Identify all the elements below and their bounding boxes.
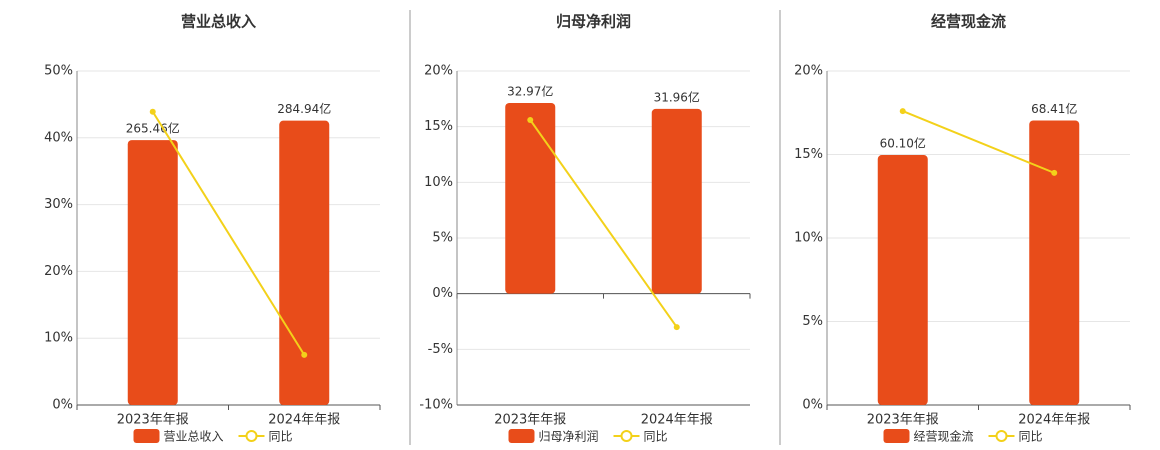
y-tick-label: 10% xyxy=(44,331,73,346)
y-tick-label: 20% xyxy=(794,64,823,79)
legend-label: 经营现金流 xyxy=(914,429,974,444)
y-tick-label: 0% xyxy=(432,286,453,301)
legend-marker xyxy=(245,430,258,442)
line xyxy=(529,119,678,328)
legend-label: 营业总收入 xyxy=(164,430,224,444)
value-label: 284.94亿 xyxy=(277,101,331,116)
y-tick-label: -5% xyxy=(428,342,453,357)
x-tick-label: 2024年年报 xyxy=(268,413,340,428)
x-tick-label: 2024年年报 xyxy=(641,413,713,428)
point xyxy=(1051,169,1058,176)
bar xyxy=(1029,120,1080,405)
y-tick-label: 20% xyxy=(44,264,73,279)
y-tick-label: 15% xyxy=(794,147,823,162)
line xyxy=(902,110,1055,174)
x-tick-label: 2023年年报 xyxy=(117,413,189,428)
chart-title: 营业总收入 xyxy=(181,13,256,31)
y-tick-label: 10% xyxy=(794,231,823,246)
point xyxy=(899,108,906,115)
y-tick-label: 10% xyxy=(424,175,453,190)
y-tick-label: 0% xyxy=(802,398,823,413)
value-label: 31.96亿 xyxy=(654,89,700,104)
value-label: 60.10亿 xyxy=(880,136,926,151)
point xyxy=(527,116,534,123)
point xyxy=(673,324,680,331)
y-tick-label: -10% xyxy=(419,398,453,413)
point xyxy=(149,108,156,115)
legend-marker xyxy=(620,430,633,442)
y-tick-label: 5% xyxy=(802,314,823,329)
x-tick-label: 2023年年报 xyxy=(494,413,566,428)
chart-title: 经营现金流 xyxy=(931,13,1006,31)
bar xyxy=(505,102,556,294)
chart-title: 归母净利润 xyxy=(556,13,631,31)
y-tick-label: 20% xyxy=(424,64,453,79)
y-tick-label: 30% xyxy=(44,197,73,212)
bar xyxy=(127,140,178,405)
x-tick-label: 2023年年报 xyxy=(867,413,939,428)
y-tick-label: 50% xyxy=(44,64,73,79)
x-tick-label: 2024年年报 xyxy=(1018,413,1090,428)
legend-swatch xyxy=(133,429,160,443)
line xyxy=(151,111,306,356)
y-tick-label: 15% xyxy=(424,119,453,134)
legend-label: 同比 xyxy=(644,430,668,444)
value-label: 265.46亿 xyxy=(126,121,180,136)
value-label: 32.97亿 xyxy=(507,83,553,98)
legend-label: 归母净利润 xyxy=(539,430,599,444)
legend-label: 同比 xyxy=(1019,430,1043,444)
legend-marker xyxy=(995,430,1008,442)
point xyxy=(301,351,308,358)
bar xyxy=(651,108,702,294)
y-tick-label: 0% xyxy=(52,398,73,413)
bar xyxy=(279,120,330,405)
y-tick-label: 5% xyxy=(432,231,453,246)
legend-swatch xyxy=(883,429,910,443)
y-tick-label: 40% xyxy=(44,130,73,145)
legend-swatch xyxy=(508,429,535,443)
value-label: 68.41亿 xyxy=(1031,101,1077,116)
legend-label: 同比 xyxy=(269,430,293,444)
bar xyxy=(877,155,928,405)
